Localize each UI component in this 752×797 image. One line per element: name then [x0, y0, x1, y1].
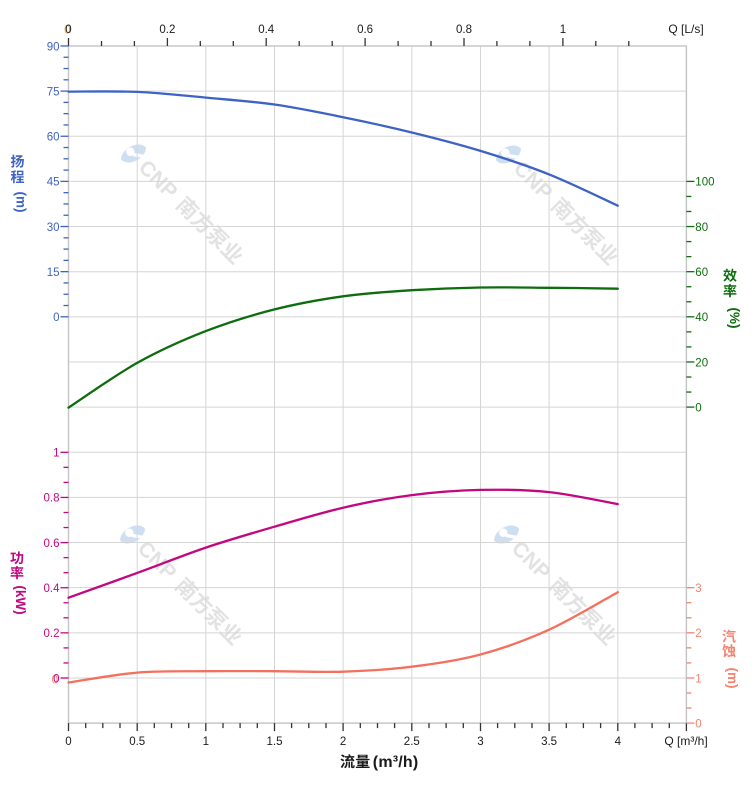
svg-text:3.5: 3.5: [541, 736, 557, 748]
svg-text:3: 3: [477, 736, 483, 748]
svg-text:0.4: 0.4: [44, 583, 61, 595]
svg-text:0.6: 0.6: [357, 24, 373, 36]
svg-text:0: 0: [52, 674, 58, 686]
svg-text:0: 0: [65, 24, 71, 36]
svg-text:3: 3: [695, 583, 701, 595]
svg-text:20: 20: [695, 357, 708, 369]
svg-text:2: 2: [695, 628, 701, 640]
svg-text:0: 0: [695, 718, 701, 730]
svg-text:Q [L/s]: Q [L/s]: [668, 22, 703, 36]
svg-text:0: 0: [65, 736, 71, 748]
svg-text:80: 80: [695, 222, 708, 234]
svg-text:(kW): (kW): [13, 585, 28, 614]
svg-text:(m): (m): [725, 668, 740, 689]
svg-text:1: 1: [203, 736, 209, 748]
svg-text:90: 90: [47, 41, 60, 53]
svg-text:0.8: 0.8: [44, 493, 60, 505]
svg-text:45: 45: [47, 177, 60, 189]
svg-text:0.2: 0.2: [44, 628, 60, 640]
svg-text:2: 2: [340, 736, 346, 748]
svg-text:0.5: 0.5: [129, 736, 145, 748]
svg-text:75: 75: [47, 86, 60, 98]
svg-text:(m³/h): (m³/h): [373, 754, 419, 771]
svg-text:100: 100: [695, 177, 714, 189]
svg-text:15: 15: [47, 267, 60, 279]
svg-text:(%): (%): [727, 308, 742, 329]
svg-text:0: 0: [64, 25, 70, 37]
svg-text:0.2: 0.2: [159, 24, 175, 36]
svg-text:1: 1: [53, 448, 59, 460]
svg-text:1.5: 1.5: [267, 736, 283, 748]
svg-text:40: 40: [695, 312, 708, 324]
svg-text:(m): (m): [14, 192, 29, 213]
svg-text:0.8: 0.8: [456, 24, 472, 36]
svg-text:60: 60: [47, 132, 60, 144]
svg-text:Q [m³/h]: Q [m³/h]: [664, 734, 707, 748]
svg-text:0.6: 0.6: [44, 538, 60, 550]
svg-text:0: 0: [695, 402, 701, 414]
svg-text:0: 0: [53, 312, 59, 324]
svg-text:60: 60: [695, 267, 708, 279]
svg-text:30: 30: [47, 222, 60, 234]
svg-text:2.5: 2.5: [404, 736, 420, 748]
svg-text:1: 1: [560, 24, 566, 36]
svg-text:1: 1: [695, 673, 701, 685]
svg-text:0: 0: [53, 673, 59, 685]
svg-text:4: 4: [615, 736, 622, 748]
svg-text:0.4: 0.4: [258, 24, 275, 36]
